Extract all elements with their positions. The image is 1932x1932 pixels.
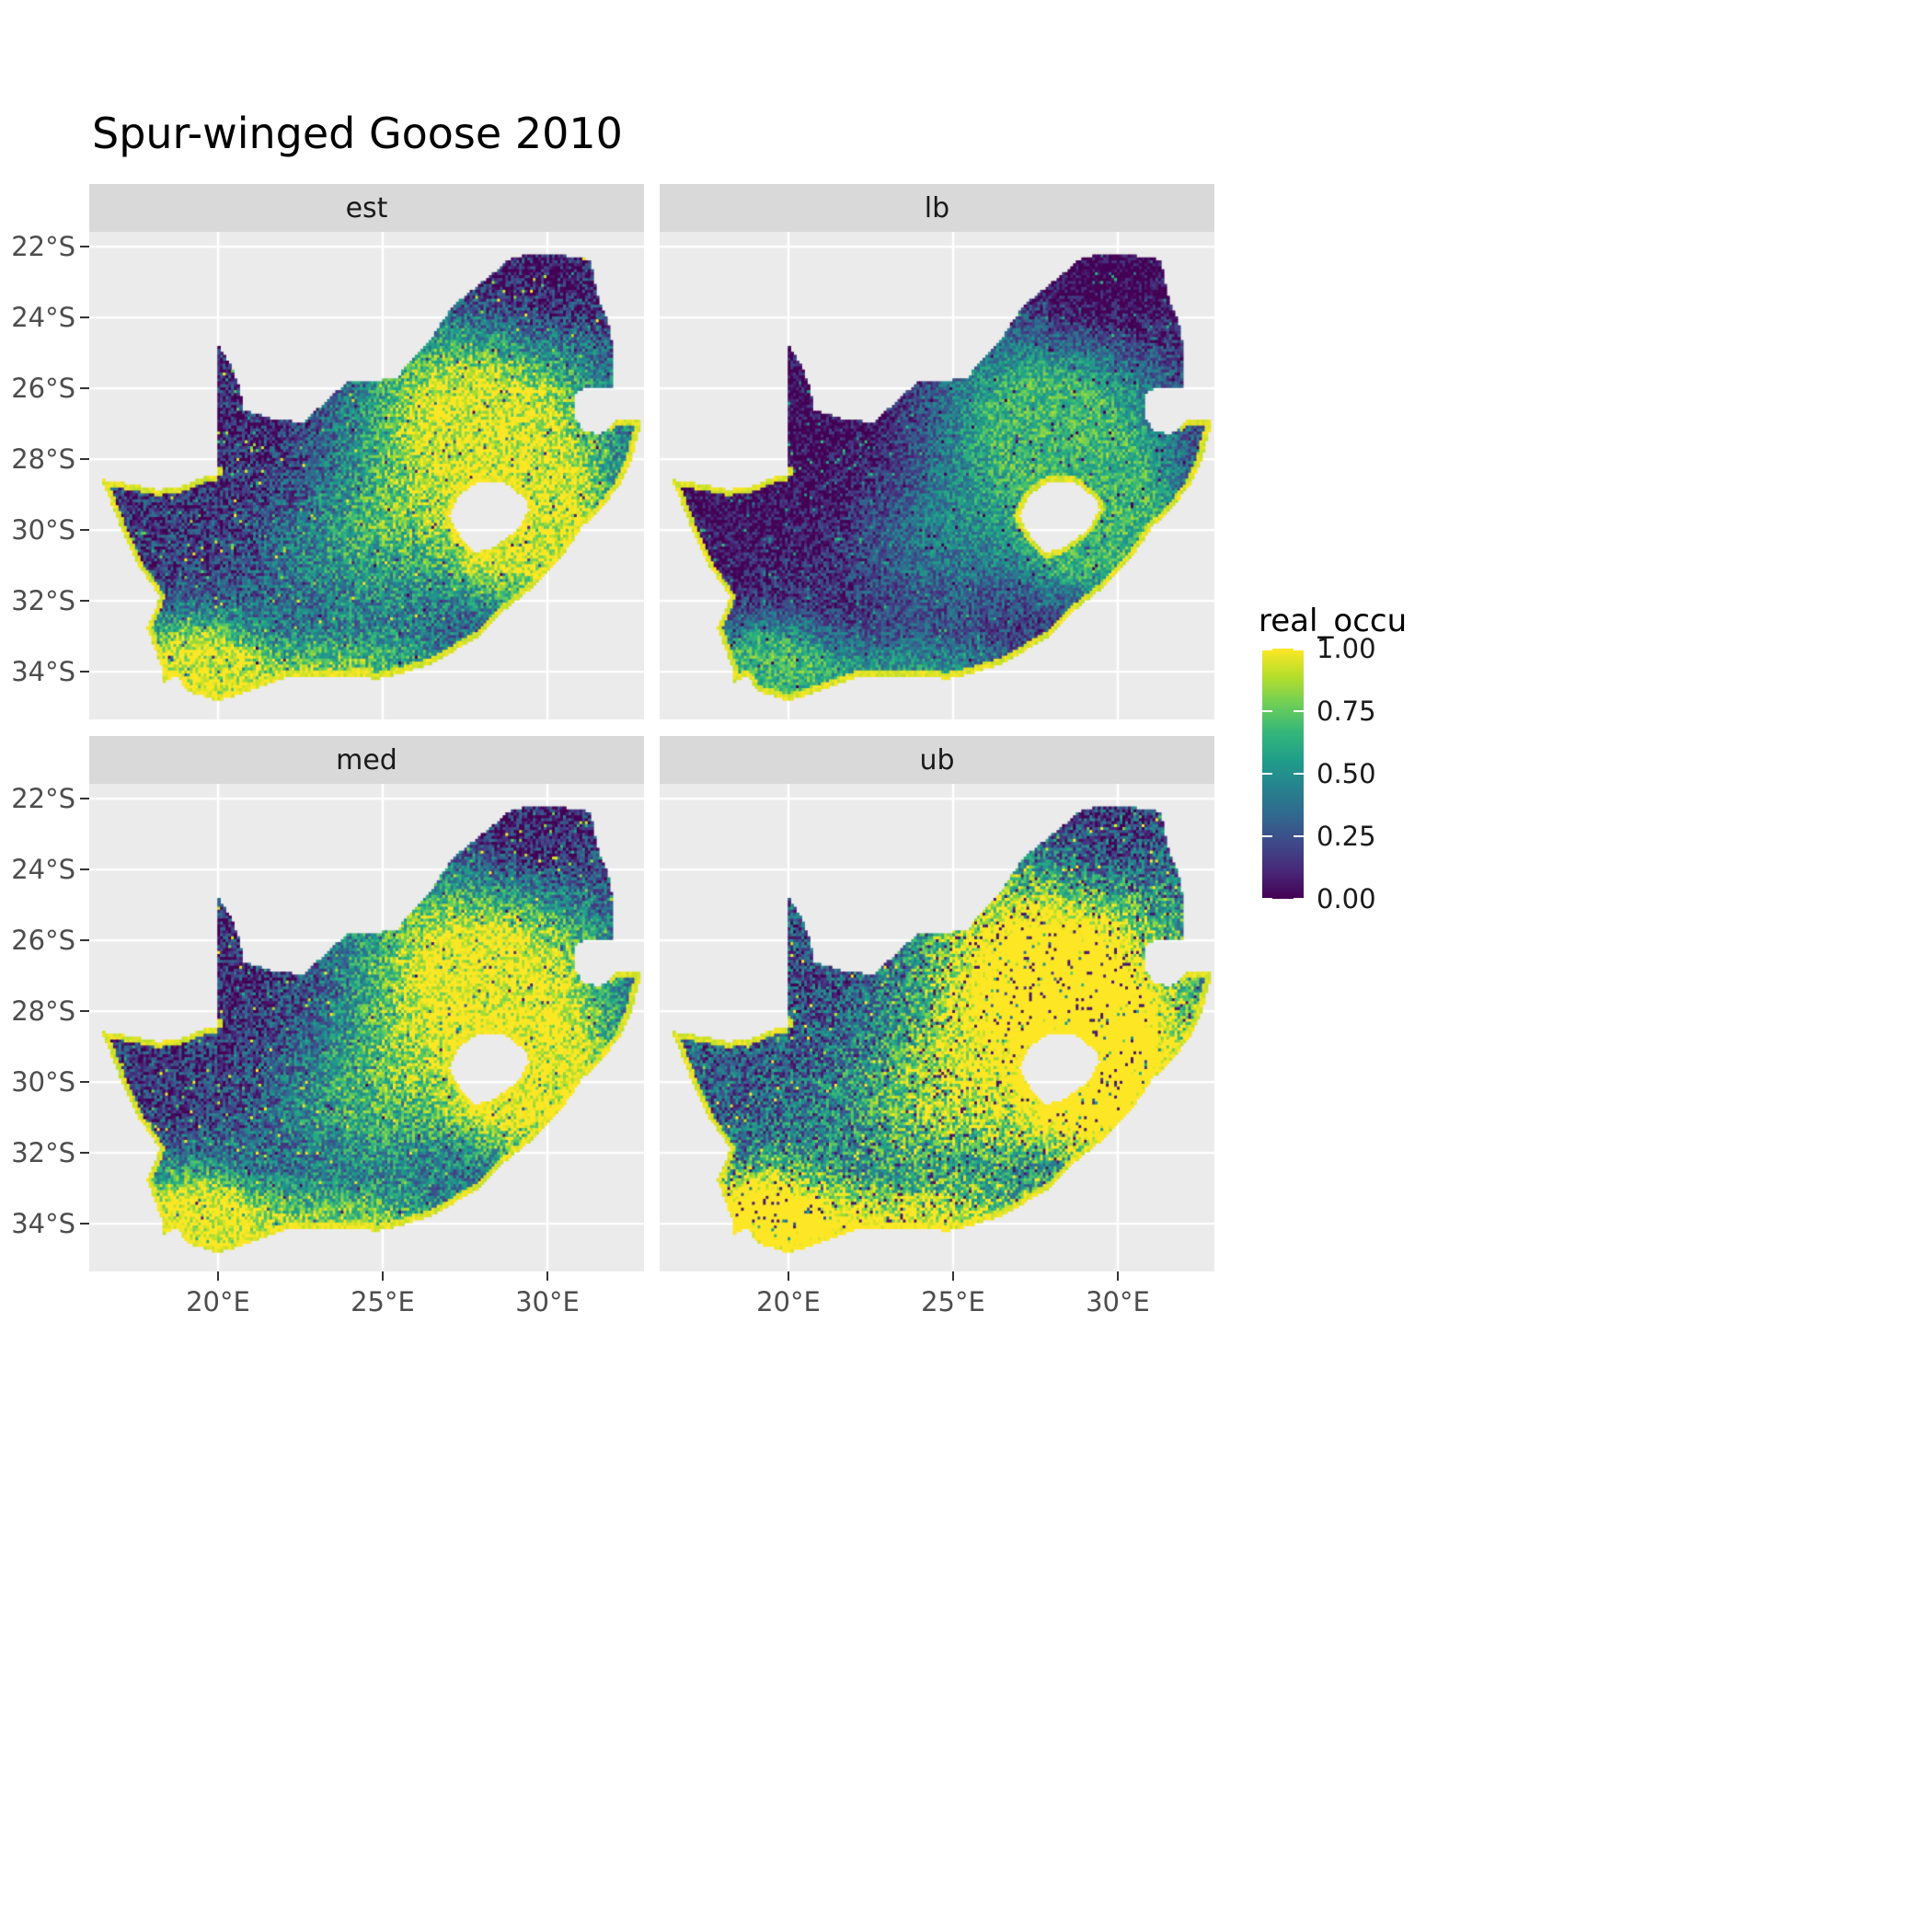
y-axis-tick-label: 22°S [11, 783, 75, 815]
legend-tick-label: 0.00 [1317, 883, 1376, 914]
y-axis-tick [80, 798, 89, 800]
y-axis-tick-label: 26°S [11, 925, 75, 957]
figure-title: Spur-winged Goose 2010 [92, 109, 623, 158]
legend-tick-label: 0.75 [1317, 696, 1376, 727]
x-axis-tick-label: 20°E [186, 1286, 250, 1317]
y-axis-tick [80, 600, 89, 603]
x-axis-tick-label: 20°E [756, 1286, 821, 1317]
y-axis-tick-label: 32°S [11, 585, 75, 617]
y-axis-tick-label: 34°S [11, 656, 75, 688]
facet-label-ub: ub [919, 743, 955, 776]
legend-tick [1294, 649, 1304, 650]
legend-gradient-bar [1262, 649, 1304, 899]
map-panel-med [89, 784, 644, 1271]
y-axis-tick [80, 1223, 89, 1225]
y-axis-tick-label: 30°S [11, 1066, 75, 1098]
facet-strip-lb: lb [660, 184, 1214, 232]
legend-tick [1294, 835, 1304, 837]
y-axis-tick-label: 28°S [11, 995, 75, 1028]
facet-strip-med: med [89, 736, 644, 784]
facet-label-lb: lb [924, 191, 950, 224]
map-panel-est [89, 232, 644, 719]
y-axis-tick [80, 1081, 89, 1084]
legend-tick [1262, 773, 1272, 775]
y-axis-tick [80, 529, 89, 532]
y-axis-tick [80, 1152, 89, 1155]
y-axis-tick [80, 939, 89, 942]
facet-label-med: med [336, 743, 397, 776]
y-axis-tick [80, 316, 89, 319]
y-axis-tick-label: 34°S [11, 1208, 75, 1240]
legend-tick-label: 1.00 [1317, 633, 1376, 664]
y-axis-tick [80, 671, 89, 673]
x-axis-tick-label: 30°E [1086, 1286, 1150, 1317]
y-axis-tick-label: 24°S [11, 302, 75, 334]
legend-tick [1294, 898, 1304, 899]
x-axis-tick [951, 1271, 954, 1281]
x-axis-tick [1116, 1271, 1119, 1281]
y-axis-tick [80, 868, 89, 871]
y-axis-tick [80, 458, 89, 461]
map-panel-ub [660, 784, 1214, 1271]
x-axis-tick [381, 1271, 384, 1281]
y-axis-tick [80, 246, 89, 248]
x-axis-tick [216, 1271, 219, 1281]
y-axis-tick [80, 387, 89, 390]
facet-strip-est: est [89, 184, 644, 232]
y-axis-tick-label: 32°S [11, 1137, 75, 1169]
x-axis-tick [546, 1271, 548, 1281]
facet-strip-ub: ub [660, 736, 1214, 784]
legend-tick [1294, 710, 1304, 712]
legend-tick [1262, 710, 1272, 712]
legend-tick [1294, 773, 1304, 775]
legend-tick-label: 0.25 [1317, 821, 1376, 852]
y-axis-tick-label: 28°S [11, 443, 75, 476]
legend-tick [1262, 835, 1272, 837]
y-axis-tick-label: 30°S [11, 514, 75, 546]
x-axis-tick-label: 30°E [515, 1286, 580, 1317]
x-axis-tick-label: 25°E [921, 1286, 985, 1317]
legend-title: real_occu [1259, 603, 1408, 639]
y-axis-tick [80, 1010, 89, 1013]
map-panel-lb [660, 232, 1214, 719]
x-axis-tick-label: 25°E [351, 1286, 415, 1317]
y-axis-tick-label: 26°S [11, 373, 75, 405]
legend-tick [1262, 649, 1272, 650]
y-axis-tick-label: 24°S [11, 854, 75, 886]
facet-label-est: est [345, 191, 388, 224]
x-axis-tick [787, 1271, 789, 1281]
legend-tick [1262, 898, 1272, 899]
legend-tick-label: 0.50 [1317, 758, 1376, 789]
y-axis-tick-label: 22°S [11, 231, 75, 263]
